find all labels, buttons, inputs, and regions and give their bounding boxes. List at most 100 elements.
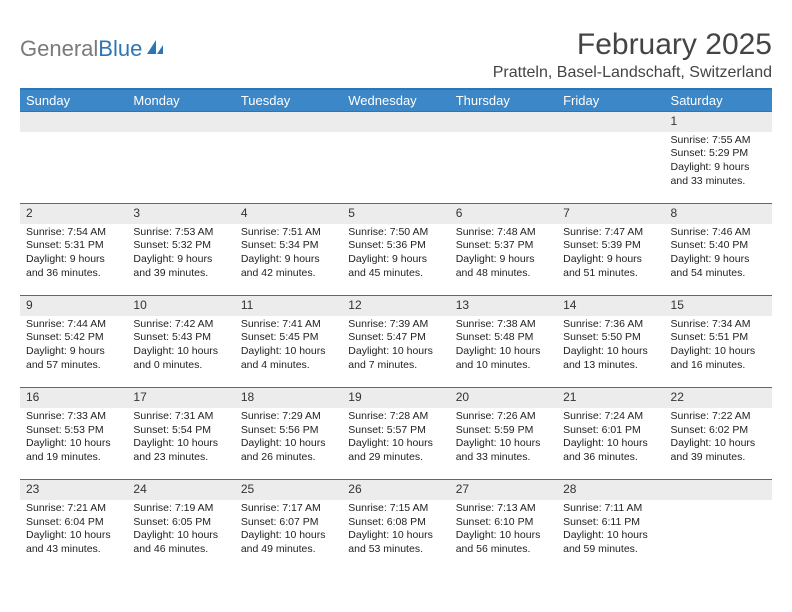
day-data: Sunrise: 7:15 AMSunset: 6:08 PMDaylight:… (342, 500, 449, 561)
daylight-line: Daylight: 10 hours and 19 minutes. (26, 437, 121, 464)
day-data (235, 132, 342, 138)
daylight-line: Daylight: 9 hours and 48 minutes. (456, 253, 551, 280)
day-number: 5 (342, 204, 449, 224)
day-number-cell: 18 (235, 388, 342, 408)
day-data-cell: Sunrise: 7:50 AMSunset: 5:36 PMDaylight:… (342, 224, 449, 296)
day-data-cell: Sunrise: 7:26 AMSunset: 5:59 PMDaylight:… (450, 408, 557, 480)
sunset-line: Sunset: 5:36 PM (348, 239, 443, 253)
daylight-line: Daylight: 9 hours and 39 minutes. (133, 253, 228, 280)
day-data-cell: Sunrise: 7:21 AMSunset: 6:04 PMDaylight:… (20, 500, 127, 572)
day-data-cell: Sunrise: 7:54 AMSunset: 5:31 PMDaylight:… (20, 224, 127, 296)
sunrise-line: Sunrise: 7:24 AM (563, 410, 658, 424)
daylight-line: Daylight: 10 hours and 16 minutes. (671, 345, 766, 372)
location: Pratteln, Basel-Landschaft, Switzerland (493, 64, 772, 82)
daylight-line: Daylight: 10 hours and 29 minutes. (348, 437, 443, 464)
day-number: 27 (450, 480, 557, 500)
sunrise-line: Sunrise: 7:51 AM (241, 226, 336, 240)
day-data-cell: Sunrise: 7:19 AMSunset: 6:05 PMDaylight:… (127, 500, 234, 572)
weekday-header-row: Sunday Monday Tuesday Wednesday Thursday… (20, 89, 772, 112)
day-number-cell: 1 (665, 112, 772, 132)
day-number-cell: 28 (557, 480, 664, 500)
day-data-cell: Sunrise: 7:29 AMSunset: 5:56 PMDaylight:… (235, 408, 342, 480)
sunset-line: Sunset: 5:42 PM (26, 331, 121, 345)
day-data-cell (450, 132, 557, 204)
sunset-line: Sunset: 6:02 PM (671, 424, 766, 438)
day-data: Sunrise: 7:48 AMSunset: 5:37 PMDaylight:… (450, 224, 557, 285)
sunset-line: Sunset: 5:48 PM (456, 331, 551, 345)
day-data: Sunrise: 7:11 AMSunset: 6:11 PMDaylight:… (557, 500, 664, 561)
sunset-line: Sunset: 5:40 PM (671, 239, 766, 253)
daydata-row: Sunrise: 7:33 AMSunset: 5:53 PMDaylight:… (20, 408, 772, 480)
sunrise-line: Sunrise: 7:38 AM (456, 318, 551, 332)
daylight-line: Daylight: 9 hours and 33 minutes. (671, 161, 766, 188)
day-number-cell: 27 (450, 480, 557, 500)
day-number-cell: 2 (20, 204, 127, 224)
sunrise-line: Sunrise: 7:34 AM (671, 318, 766, 332)
day-data: Sunrise: 7:42 AMSunset: 5:43 PMDaylight:… (127, 316, 234, 377)
day-data-cell: Sunrise: 7:22 AMSunset: 6:02 PMDaylight:… (665, 408, 772, 480)
daylight-line: Daylight: 9 hours and 36 minutes. (26, 253, 121, 280)
daylight-line: Daylight: 10 hours and 33 minutes. (456, 437, 551, 464)
logo: GeneralBlue (20, 28, 165, 62)
daylight-line: Daylight: 10 hours and 43 minutes. (26, 529, 121, 556)
day-number-cell (235, 112, 342, 132)
day-number-cell: 9 (20, 296, 127, 316)
day-number-cell: 12 (342, 296, 449, 316)
day-number: 26 (342, 480, 449, 500)
day-data: Sunrise: 7:22 AMSunset: 6:02 PMDaylight:… (665, 408, 772, 469)
daylight-line: Daylight: 10 hours and 53 minutes. (348, 529, 443, 556)
day-number: 23 (20, 480, 127, 500)
daynum-row: 2345678 (20, 204, 772, 224)
sunset-line: Sunset: 5:59 PM (456, 424, 551, 438)
day-data-cell: Sunrise: 7:39 AMSunset: 5:47 PMDaylight:… (342, 316, 449, 388)
logo-gray-text: General (20, 36, 98, 62)
day-data-cell (342, 132, 449, 204)
day-number-cell: 22 (665, 388, 772, 408)
sunset-line: Sunset: 6:04 PM (26, 516, 121, 530)
day-data (342, 132, 449, 138)
sunset-line: Sunset: 6:08 PM (348, 516, 443, 530)
day-data: Sunrise: 7:46 AMSunset: 5:40 PMDaylight:… (665, 224, 772, 285)
day-number-cell: 26 (342, 480, 449, 500)
day-number: 7 (557, 204, 664, 224)
day-number: 4 (235, 204, 342, 224)
day-data: Sunrise: 7:50 AMSunset: 5:36 PMDaylight:… (342, 224, 449, 285)
sunrise-line: Sunrise: 7:26 AM (456, 410, 551, 424)
day-number: 12 (342, 296, 449, 316)
daylight-line: Daylight: 10 hours and 39 minutes. (671, 437, 766, 464)
sunset-line: Sunset: 5:53 PM (26, 424, 121, 438)
calendar-table: Sunday Monday Tuesday Wednesday Thursday… (20, 88, 772, 572)
day-number-cell (342, 112, 449, 132)
day-number (235, 112, 342, 132)
day-number-cell: 5 (342, 204, 449, 224)
sunset-line: Sunset: 6:01 PM (563, 424, 658, 438)
daydata-row: Sunrise: 7:21 AMSunset: 6:04 PMDaylight:… (20, 500, 772, 572)
sunrise-line: Sunrise: 7:31 AM (133, 410, 228, 424)
day-data (127, 132, 234, 138)
sunset-line: Sunset: 5:37 PM (456, 239, 551, 253)
day-data-cell: Sunrise: 7:47 AMSunset: 5:39 PMDaylight:… (557, 224, 664, 296)
sunset-line: Sunset: 6:05 PM (133, 516, 228, 530)
day-number (557, 112, 664, 132)
sunrise-line: Sunrise: 7:19 AM (133, 502, 228, 516)
daylight-line: Daylight: 10 hours and 36 minutes. (563, 437, 658, 464)
day-number: 19 (342, 388, 449, 408)
day-number-cell (20, 112, 127, 132)
day-data: Sunrise: 7:51 AMSunset: 5:34 PMDaylight:… (235, 224, 342, 285)
day-data-cell: Sunrise: 7:38 AMSunset: 5:48 PMDaylight:… (450, 316, 557, 388)
title-block: February 2025 Pratteln, Basel-Landschaft… (493, 28, 772, 82)
sunrise-line: Sunrise: 7:39 AM (348, 318, 443, 332)
day-data: Sunrise: 7:38 AMSunset: 5:48 PMDaylight:… (450, 316, 557, 377)
month-title: February 2025 (493, 28, 772, 62)
sunset-line: Sunset: 5:54 PM (133, 424, 228, 438)
daylight-line: Daylight: 9 hours and 57 minutes. (26, 345, 121, 372)
day-data: Sunrise: 7:24 AMSunset: 6:01 PMDaylight:… (557, 408, 664, 469)
sunrise-line: Sunrise: 7:47 AM (563, 226, 658, 240)
sunset-line: Sunset: 5:47 PM (348, 331, 443, 345)
weekday-header: Friday (557, 89, 664, 112)
day-number: 9 (20, 296, 127, 316)
logo-sail-icon (145, 36, 165, 62)
sunset-line: Sunset: 6:07 PM (241, 516, 336, 530)
daylight-line: Daylight: 9 hours and 54 minutes. (671, 253, 766, 280)
day-data-cell (20, 132, 127, 204)
